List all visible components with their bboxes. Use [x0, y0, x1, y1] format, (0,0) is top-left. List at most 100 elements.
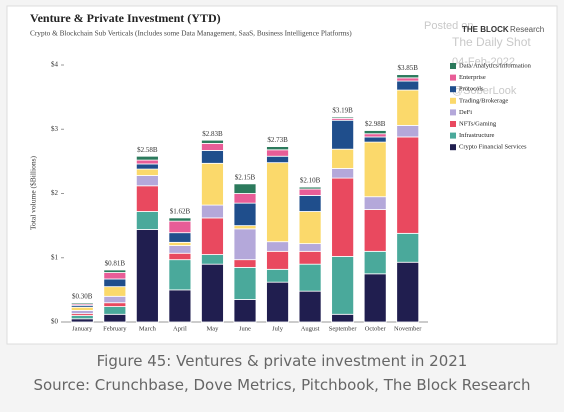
x-tick-label: November	[394, 325, 422, 332]
bar-segment	[135, 185, 159, 212]
total-label: $0.30B	[72, 292, 93, 300]
watermark-date: 04-Feb-2022	[452, 56, 515, 68]
bar-segment	[201, 217, 224, 255]
bar-segment	[168, 220, 192, 234]
bar-segment	[233, 225, 257, 230]
bar-segment	[266, 149, 289, 157]
total-label: $2.73B	[267, 136, 288, 144]
bar-segment	[233, 202, 257, 227]
x-tick-label: January	[72, 325, 93, 332]
y-tick-label: $2	[51, 189, 59, 197]
bar-segment	[331, 168, 355, 179]
bar-segment	[135, 163, 159, 170]
legend-label: NFTs/Gaming	[459, 120, 497, 127]
bar-segment	[363, 209, 387, 252]
bar-segment	[266, 281, 289, 323]
total-label: $1.62B	[170, 208, 191, 216]
legend-swatch	[450, 121, 456, 127]
bar-segment	[331, 177, 355, 257]
x-tick-label: April	[173, 325, 187, 332]
bar-segment	[103, 306, 127, 315]
bar-segment	[135, 211, 159, 230]
bar-segment	[201, 263, 224, 323]
watermark-site: The Daily Shot	[452, 35, 531, 49]
bar-segment	[331, 256, 355, 315]
legend-swatch	[450, 63, 456, 69]
bar-segment	[135, 159, 159, 165]
bar-segment	[266, 146, 289, 151]
total-label: $2.83B	[202, 130, 223, 138]
bar-segment	[233, 183, 257, 194]
bar-segment	[168, 245, 192, 254]
bar-segment	[396, 74, 420, 79]
bar-segment	[201, 254, 224, 265]
chart-title: Venture & Private Investment (YTD)	[30, 11, 221, 25]
chart: Venture & Private Investment (YTD) Crypt…	[6, 5, 558, 345]
y-tick-label: $0	[51, 318, 59, 326]
bar-segment	[201, 162, 224, 206]
bar-segment	[396, 77, 420, 82]
bar-segment	[363, 141, 387, 198]
bar-segment	[103, 278, 127, 288]
bar-segment	[135, 175, 159, 187]
bar-segment	[70, 306, 94, 311]
bar-segment	[331, 119, 355, 150]
bar-segment	[266, 162, 289, 243]
bar-segment	[103, 286, 127, 297]
bar-segment	[396, 136, 420, 234]
legend-swatch	[450, 74, 456, 81]
bar-segment	[168, 241, 192, 246]
x-tick-label: February	[103, 325, 127, 332]
total-label: $2.15B	[235, 173, 256, 181]
y-tick-label: $3	[51, 125, 59, 133]
caption-line1: Figure 45: Ventures & private investment…	[96, 352, 468, 370]
legend-label: Data/Analytics/Information	[459, 62, 532, 69]
bar-segment	[396, 232, 420, 263]
x-tick-label: August	[301, 325, 320, 332]
bar-segment	[363, 250, 387, 275]
y-tick-label: $1	[51, 253, 59, 261]
legend-label: Infrastructure	[459, 132, 494, 139]
bar-segment	[363, 196, 387, 210]
bar-segment	[135, 155, 159, 161]
bar-segment	[103, 302, 127, 307]
bar-segment	[233, 259, 257, 268]
bar-segment	[201, 150, 224, 164]
bar-segment	[396, 124, 420, 138]
bar-segment	[298, 250, 322, 265]
bar-segment	[201, 204, 224, 219]
bar-segment	[135, 168, 159, 176]
bar-segment	[396, 80, 420, 91]
bar-segment	[103, 269, 127, 273]
bar-segment	[70, 310, 94, 315]
bar-segment	[201, 142, 224, 151]
bar-segment	[168, 259, 192, 291]
watermark-brand: THE BLOCK	[462, 25, 509, 34]
x-tick-label: May	[206, 325, 219, 332]
bar-segment	[266, 241, 289, 252]
legend-swatch	[450, 97, 456, 104]
bar-segment	[168, 252, 192, 261]
legend-swatch	[450, 132, 456, 139]
bar-segment	[298, 263, 322, 292]
caption-line2: Source: Crunchbase, Dove Metrics, Pitchb…	[33, 376, 531, 394]
total-label: $3.19B	[332, 107, 353, 115]
bar-segment	[266, 155, 289, 164]
total-label: $2.98B	[365, 120, 386, 128]
bar-segment	[233, 228, 257, 261]
x-tick-label: June	[239, 325, 251, 332]
legend-label: Trading/Brokerage	[459, 97, 508, 104]
bar-segment	[233, 299, 257, 323]
total-label: $0.81B	[105, 260, 126, 268]
watermark-posted: Posted on	[424, 20, 474, 32]
legend-label: Protocols	[459, 86, 484, 93]
x-tick-label: September	[329, 325, 358, 332]
bar-segment	[233, 266, 257, 300]
y-tick-label: $4	[51, 61, 59, 69]
legend-swatch	[450, 144, 456, 151]
bar-segment	[298, 243, 322, 252]
y-axis-label: Total volume ($Billions)	[29, 155, 38, 230]
bar-segment	[331, 313, 355, 323]
bar-segment	[331, 116, 355, 119]
